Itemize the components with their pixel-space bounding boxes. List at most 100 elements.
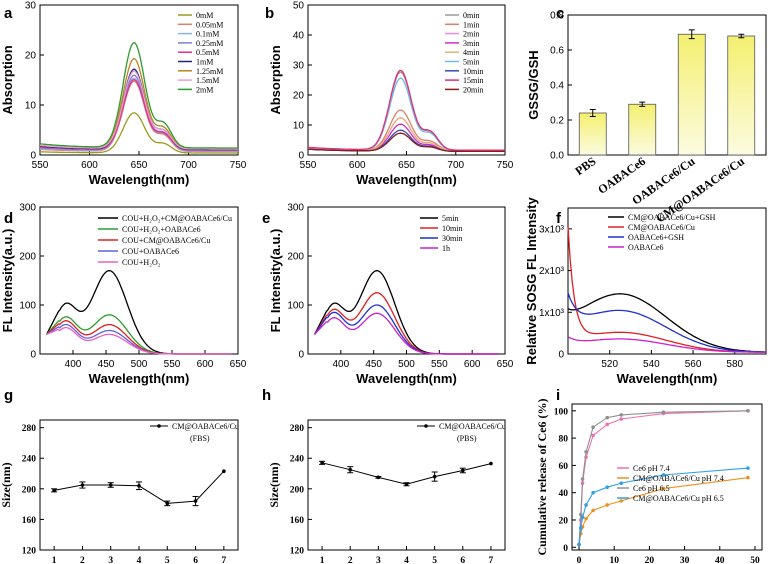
data-point-i (584, 449, 588, 454)
data-point-i (619, 413, 624, 417)
legend-i-label: Ce6 pH 6.5 (633, 484, 670, 493)
y-tick-label-h: 200 (290, 485, 305, 495)
y-tick-label-g: 240 (22, 455, 37, 465)
legend-e-label: 10min (442, 224, 462, 233)
x-tick-label-i: 40 (715, 556, 725, 564)
legend-b-label: 4min (463, 48, 479, 57)
x-tick-label-e: 450 (365, 359, 382, 370)
data-point-i (591, 490, 595, 495)
legend-i-label: CM@OABACe6/Cu pH 6.5 (633, 494, 724, 503)
x-tick-label-h: 1 (320, 556, 325, 564)
y-tick-label-g: 160 (22, 516, 37, 526)
series-line-b (308, 123, 505, 153)
data-point-i (619, 499, 624, 503)
series-line-a (40, 41, 238, 149)
series-line-h (321, 462, 492, 485)
legend-i-label: Ce6 pH 7.4 (633, 464, 670, 473)
data-point-h (489, 461, 493, 466)
x-tick-label-g: 1 (52, 556, 57, 564)
data-point-i (605, 485, 609, 490)
legend-d-label: COU+H₂O₂+CM@OABACe6/Cu (122, 214, 232, 223)
x-tick-label-e: 500 (398, 359, 415, 370)
y-tick-label-g: 120 (22, 547, 37, 557)
x-tick-label-d: 650 (230, 359, 247, 370)
y-axis-label-g: Size(nm) (0, 462, 13, 507)
y-tick-label-i: 100 (554, 407, 569, 417)
x-tick-label-f: 540 (643, 359, 660, 370)
x-tick-label-f: 580 (726, 359, 743, 370)
panel-f: f 0 1x10³ 2x10³ 3x10³ 520 540 560 580 Wavelength(… (524, 197, 767, 386)
y-tick-label-b: 20 (293, 91, 305, 102)
y-axis-label-a: Absorption (0, 45, 15, 114)
data-point-i (661, 473, 666, 477)
data-point-i (578, 526, 583, 530)
legend-a-label: 1.5mM (196, 76, 219, 85)
x-tick-label-i: 10 (609, 556, 619, 564)
legend-h-marker (424, 424, 428, 428)
y-tick-label-i: 60 (559, 462, 569, 472)
x-tick-label-d: 450 (98, 359, 115, 370)
data-point-i (661, 410, 666, 414)
x-axis-label-b: Wavelength(nm) (356, 172, 457, 187)
y-tick-label-h: 160 (290, 516, 305, 526)
legend-g-note: (FBS) (190, 434, 210, 443)
y-tick-label-i: 40 (559, 489, 569, 499)
x-tick-label-d: 400 (65, 359, 82, 370)
x-tick-label-e: 650 (497, 359, 514, 370)
series-line-f (567, 226, 766, 353)
plot-frame-i (571, 403, 763, 551)
data-point-i (605, 422, 609, 427)
panel-label-e: e (262, 210, 270, 227)
panel-label-b: b (265, 5, 274, 22)
x-tick-label-a: 650 (131, 160, 148, 171)
x-tick-label-g: 4 (137, 556, 142, 564)
data-point-i (661, 486, 666, 491)
x-tick-label-f: 560 (685, 359, 702, 370)
legend-a-label: 1.25mM (196, 67, 223, 76)
y-axis-label-c: GSSG/GSH (526, 50, 541, 119)
y-axis-label-e: FL Intensity(a.u.) (268, 229, 283, 333)
data-point-i (746, 409, 750, 413)
legend-a-label: 2mM (196, 85, 213, 94)
x-tick-label-i: 50 (750, 556, 760, 564)
x-tick-label-a: 550 (32, 160, 49, 171)
legend-b-label: 0min (463, 11, 479, 20)
data-point-g (222, 469, 226, 474)
legend-e-label: 1h (442, 244, 450, 253)
panel-d: d 0 100 200 300 400 450 500 550 600 650 Wavelength(… (0, 203, 247, 387)
y-tick-label-c: 0.6 (550, 46, 564, 57)
legend-e-label: 5min (442, 214, 458, 223)
data-point-i (591, 425, 595, 429)
y-axis-label-d: FL Intensity(a.u.) (0, 229, 15, 333)
panel-e: e 0 100 200 300 400 450 500 550 600 650 Wavelength(… (262, 203, 514, 387)
x-tick-label-d: 500 (131, 359, 148, 370)
data-point-i (591, 433, 595, 438)
y-tick-label-e: 300 (287, 203, 304, 214)
x-tick-label-b: 550 (300, 160, 317, 171)
panel-label-c: c (556, 5, 564, 22)
x-tick-label-h: 3 (376, 556, 381, 564)
x-axis-label-f: Wavelength(nm) (617, 371, 718, 386)
x-tick-label-h: 7 (489, 556, 494, 564)
legend-g-marker (157, 424, 161, 428)
y-tick-label-g: 280 (22, 424, 37, 434)
legend-a-label: 0.1mM (196, 30, 219, 39)
x-axis-label-e: Wavelength(nm) (356, 371, 457, 386)
legend-b-label: 20min (463, 85, 483, 94)
x-tick-label-g: 7 (221, 556, 226, 564)
data-point-i (746, 475, 750, 480)
legend-f-label: OABACe6+GSH (628, 233, 684, 242)
y-tick-label-i: 80 (559, 435, 569, 445)
y-tick-label-c: 0.8 (550, 11, 564, 22)
y-tick-label-e: 200 (287, 252, 304, 263)
legend-d-label: COU+H₂O₂ (122, 258, 161, 267)
legend-d-label: COU+CM@OABACe6/Cu (122, 236, 210, 245)
legend-a-label: 0.5mM (196, 48, 219, 57)
y-tick-label-b: 10 (293, 121, 305, 132)
x-axis-label-d: Wavelength(nm) (89, 371, 190, 386)
series-line-e (314, 312, 499, 355)
series-line-f (567, 336, 766, 353)
series-line-f (567, 292, 767, 353)
series-line-b (308, 109, 505, 152)
